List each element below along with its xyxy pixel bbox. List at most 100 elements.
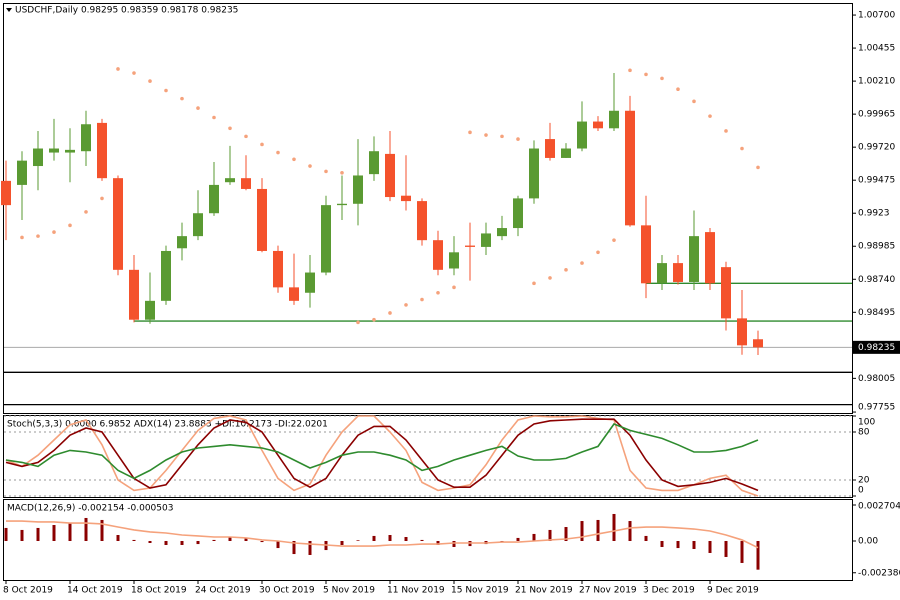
y-tick-label: 100 (858, 418, 875, 428)
sar-dot (164, 88, 168, 93)
x-tick-label: 3 Dec 2019 (643, 586, 695, 596)
histogram-bar (308, 540, 312, 555)
histogram-bar (292, 540, 296, 555)
x-tick-label: 5 Nov 2019 (323, 586, 375, 596)
sar-dot (356, 320, 360, 325)
x-tick-label: 18 Oct 2019 (131, 586, 187, 596)
sar-dot (548, 276, 552, 280)
price-panel (3, 3, 853, 414)
sar-dot (372, 317, 376, 322)
histogram-bar (20, 529, 24, 541)
candle-body (609, 110, 619, 129)
y-tick-label: 0.99475 (858, 176, 895, 186)
sar-dot (420, 297, 424, 302)
sar-dot (68, 223, 72, 228)
candle-body (721, 267, 731, 319)
sar-dot (468, 130, 472, 135)
histogram-bar (212, 539, 216, 541)
stoch-panel (3, 415, 853, 498)
y-tick-label: 0.98985 (858, 242, 895, 252)
y-tick-label: 0.98005 (858, 374, 895, 384)
candle-body (449, 252, 459, 269)
y-tick-label: 0.00 (858, 536, 878, 546)
candle-body (417, 201, 427, 241)
last-price-label: 0.98235 (858, 343, 895, 353)
sar-dot (708, 114, 712, 118)
y-tick-label: 20 (858, 476, 870, 486)
sar-dot (276, 150, 280, 155)
candle-body (129, 269, 139, 320)
histogram-bar (628, 521, 632, 541)
histogram-bar (100, 519, 104, 541)
y-tick-label: 0.98740 (858, 275, 895, 285)
last-price-box (853, 340, 900, 354)
histogram-bar (596, 519, 600, 541)
candle-body (673, 263, 683, 282)
y-tick-label: 0.9923 (858, 209, 890, 219)
candle-body (241, 178, 251, 189)
y-tick-label: 1.00700 (858, 11, 895, 21)
histogram-bar (580, 521, 584, 541)
candle-body (177, 236, 187, 249)
y-tick-label: 0 (858, 486, 864, 496)
sar-dot (516, 137, 520, 141)
histogram-bar (692, 540, 696, 549)
indicator-title: Stoch(5,3,3) 0.0000 6.9852 ADX(14) 23.88… (7, 420, 328, 430)
sar-dot (452, 285, 456, 290)
sar-dot (740, 146, 744, 151)
y-tick-label: 80 (858, 428, 870, 438)
histogram-bar (420, 539, 424, 541)
candle-body (737, 318, 747, 346)
candle-body (545, 139, 555, 158)
indicator-line (5, 415, 759, 497)
candle-body (33, 148, 43, 167)
candle-body (577, 121, 587, 149)
histogram-bar (84, 517, 88, 541)
histogram-bar (676, 540, 680, 549)
candle-body (465, 245, 475, 247)
sar-dot (340, 170, 344, 175)
candle-body (273, 250, 283, 288)
symbol-menu-icon[interactable] (6, 8, 12, 12)
y-tick-label: -0.002386 (858, 568, 900, 578)
candle-body (561, 148, 571, 158)
candle-body (513, 198, 523, 229)
y-tick-label: 0.99720 (858, 143, 895, 153)
sar-dot (436, 290, 440, 295)
y-tick-label: 0.97755 (858, 403, 895, 413)
x-tick-label: 14 Oct 2019 (67, 586, 123, 596)
sar-dot (404, 303, 408, 307)
histogram-bar (244, 537, 248, 541)
sar-dot (292, 157, 296, 162)
histogram-bar (164, 540, 168, 545)
candle-body (401, 195, 411, 202)
histogram-bar (148, 540, 152, 543)
x-tick-label: 15 Nov 2019 (451, 586, 509, 596)
candle-body (625, 110, 635, 226)
sar-dot (596, 250, 600, 255)
sar-dot (52, 230, 56, 234)
sar-dot (116, 67, 120, 71)
x-tick-label: 21 Nov 2019 (515, 586, 573, 596)
histogram-bar (36, 527, 40, 541)
chart-title: USDCHF,Daily 0.98295 0.98359 0.98178 0.9… (15, 6, 238, 16)
candle-body (497, 228, 507, 237)
x-tick-label: 9 Dec 2019 (707, 586, 759, 596)
candle-body (161, 250, 171, 301)
candle-body (145, 300, 155, 320)
candle-body (321, 205, 331, 273)
x-tick-label: 8 Oct 2019 (3, 586, 53, 596)
candle-body (705, 232, 715, 284)
sar-dot (660, 76, 664, 81)
candle-body (337, 203, 347, 206)
candle-body (289, 287, 299, 301)
candle-body (225, 178, 235, 183)
candle-body (481, 233, 491, 247)
sar-dot (692, 99, 696, 104)
sar-dot (484, 133, 488, 137)
x-tick-label: 11 Nov 2019 (387, 586, 445, 596)
x-tick-label: 24 Oct 2019 (195, 586, 251, 596)
candle-body (529, 148, 539, 199)
candle-body (369, 151, 379, 175)
